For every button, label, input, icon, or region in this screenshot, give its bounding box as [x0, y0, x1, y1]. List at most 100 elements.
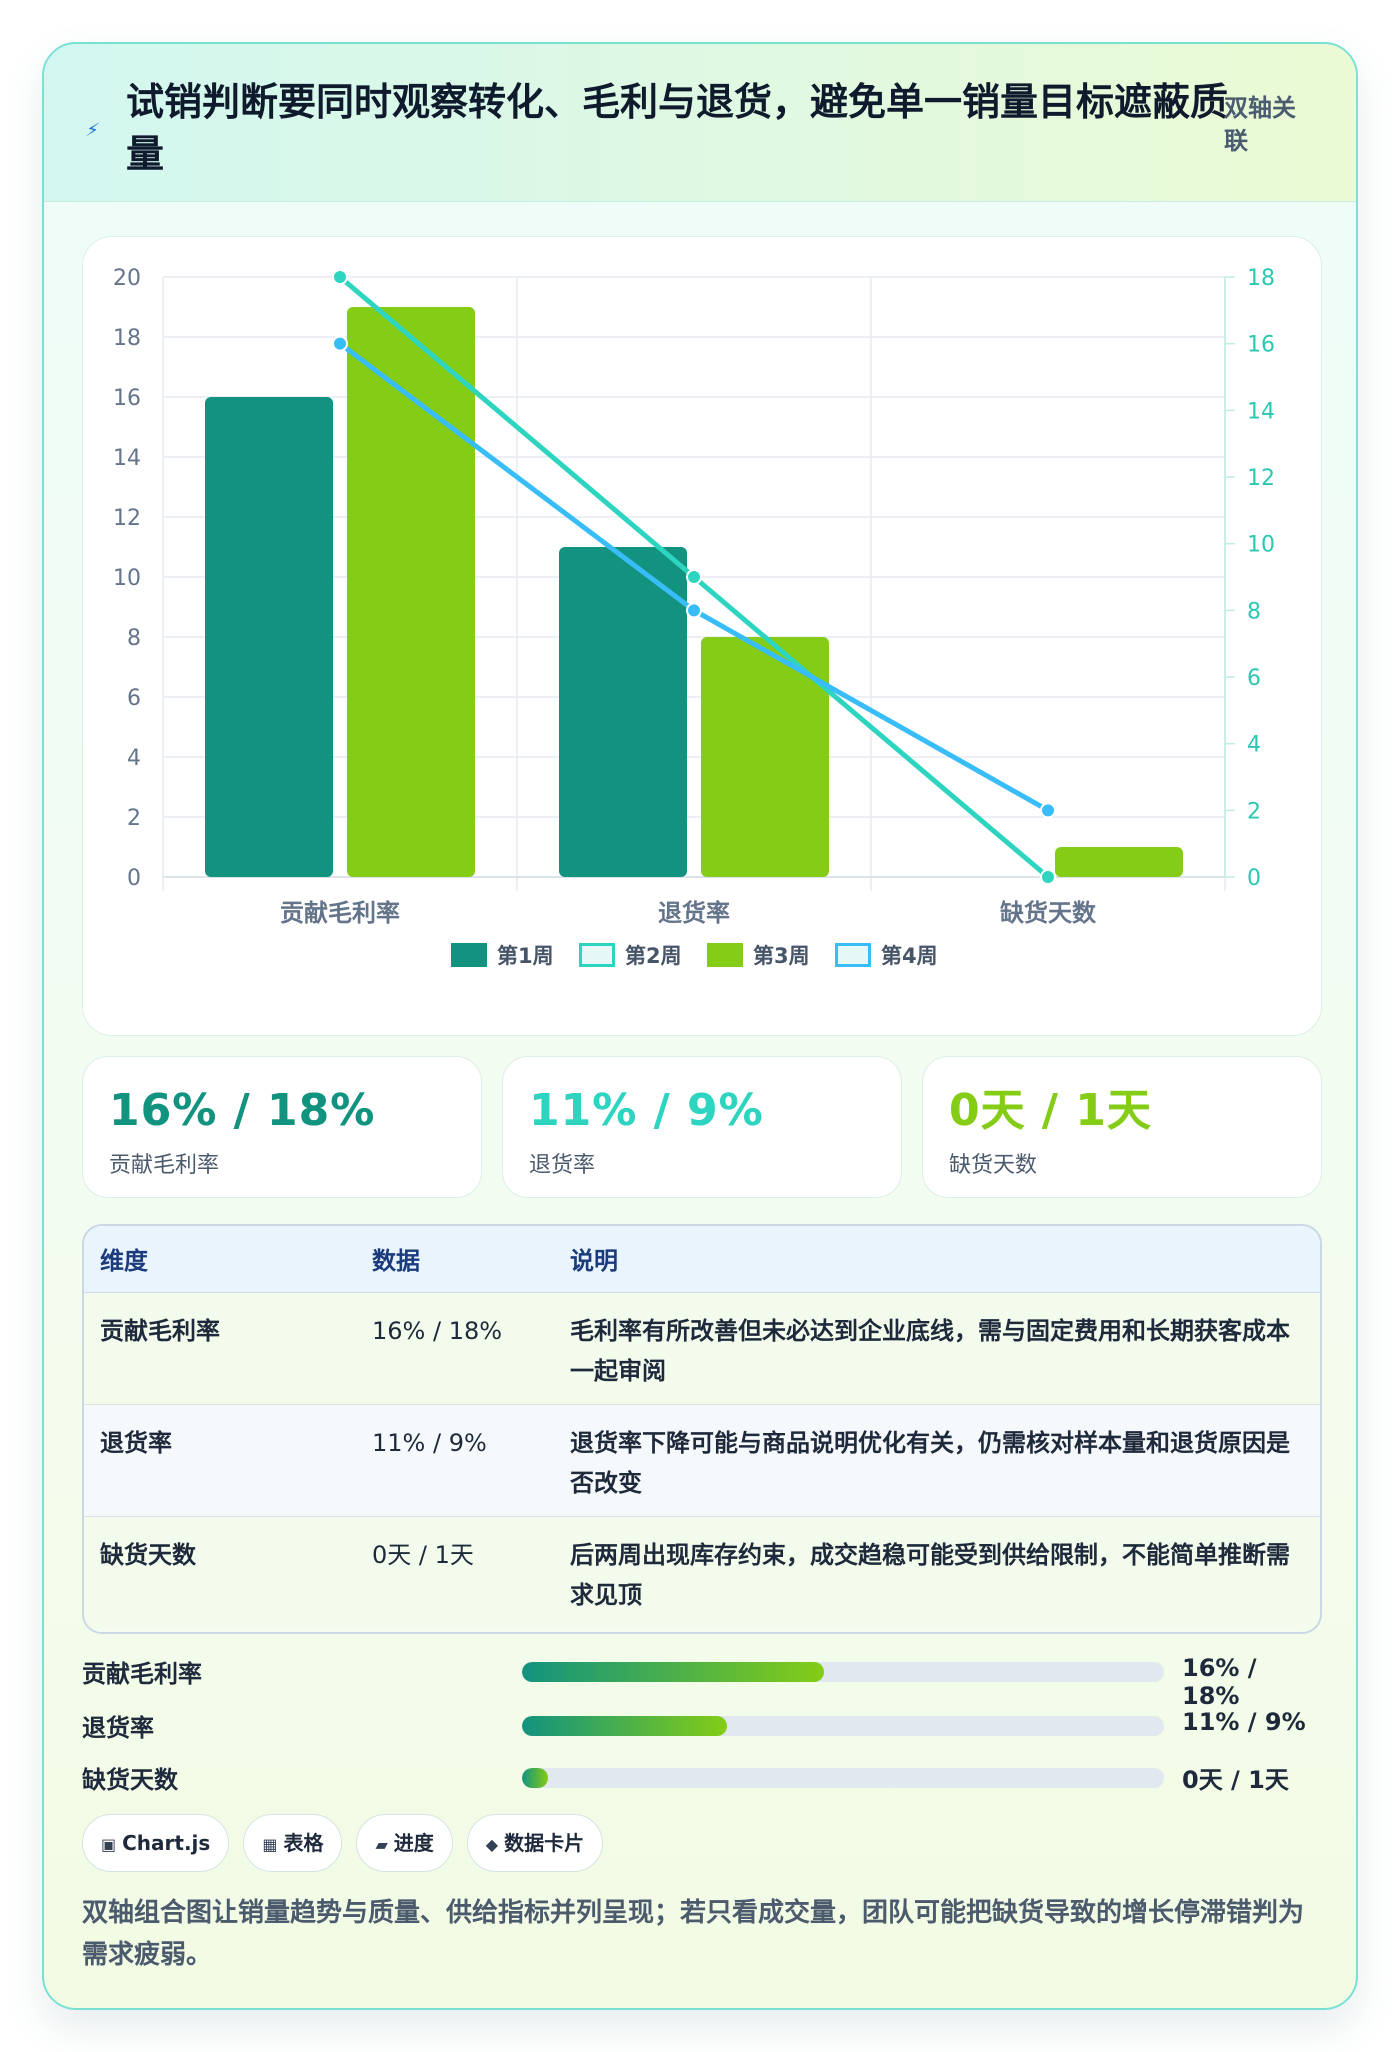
table-icon: ▦	[262, 1835, 278, 1854]
progress-fill	[522, 1768, 548, 1788]
footnote: 双轴组合图让销量趋势与质量、供给指标并列呈现；若只看成交量，团队可能把缺货导致的…	[82, 1898, 1305, 1970]
legend-swatch	[707, 943, 743, 967]
data-table: 维度 数据 说明 贡献毛利率 16% / 18% 毛利率有所改善但未必达到企业底…	[82, 1224, 1322, 1634]
y-left-tick-label: 16	[113, 386, 141, 411]
progress-icon: ▰	[375, 1835, 388, 1854]
progress-track	[522, 1716, 1164, 1736]
progress-label: 贡献毛利率	[82, 1660, 202, 1688]
main-card: ⚡︎ 试销判断要同时观察转化、毛利与退货，避免单一销量目标遮蔽质量 双轴关联 0…	[42, 42, 1358, 2010]
progress-track	[522, 1768, 1164, 1788]
point-第2周	[332, 269, 348, 285]
combo-chart: 0 2 4 6 8 10 12 14 16 18 20 0 2 4 6 8 10 12 14 16 18 贡献毛利率 退货率…	[113, 266, 1275, 968]
cell-data: 16% / 18%	[356, 1292, 554, 1405]
point-第2周	[1040, 869, 1056, 885]
legend-label: 第2周	[625, 944, 682, 968]
stat-value: 16% / 18%	[109, 1081, 375, 1141]
stat-label: 缺货天数	[949, 1153, 1038, 1178]
y-right-tick-label: 0	[1247, 866, 1261, 891]
bar-第1周	[205, 397, 333, 877]
y-left-tick-label: 6	[127, 686, 141, 711]
chip-data-card[interactable]: ◆ 数据卡片	[466, 1814, 604, 1872]
y-left-tick-label: 20	[113, 266, 141, 291]
stat-label: 贡献毛利率	[109, 1153, 220, 1178]
progress-list: 贡献毛利率 16% / 18% 退货率 11% / 9% 缺货天数 0天 / 1…	[82, 1646, 1322, 1816]
bar-第3周	[701, 637, 829, 877]
x-tick-label: 退货率	[658, 899, 730, 927]
bar-第3周	[1055, 847, 1183, 877]
feature-chips: ▣ Chart.js ▦ 表格 ▰ 进度 ◆ 数据卡片	[82, 1814, 617, 1874]
progress-value: 16% / 18%	[1182, 1654, 1257, 1710]
cell-note: 毛利率有所改善但未必达到企业底线，需与固定费用和长期获客成本一起审阅	[554, 1292, 1320, 1405]
stat-card-margin: 16% / 18% 贡献毛利率	[82, 1056, 482, 1198]
y-left-tick-label: 10	[113, 566, 141, 591]
y-right-tick-label: 2	[1247, 799, 1261, 824]
chart-panel: 0 2 4 6 8 10 12 14 16 18 20 0 2 4 6 8 10 12 14 16 18 贡献毛利率 退货率…	[82, 236, 1322, 1036]
table-row: 退货率 11% / 9% 退货率下降可能与商品说明优化有关，仍需核对样本量和退货…	[84, 1404, 1320, 1517]
y-left-tick-label: 12	[113, 506, 141, 531]
column-header-data: 数据	[356, 1226, 554, 1293]
chip-label: 表格	[283, 1831, 324, 1855]
progress-row-return: 退货率 11% / 9%	[82, 1700, 1322, 1750]
chip-label: Chart.js	[122, 1831, 211, 1855]
y-right-tick-label: 16	[1247, 333, 1275, 358]
y-right-tick-label: 14	[1247, 399, 1275, 424]
x-tick-label: 缺货天数	[1000, 899, 1097, 927]
progress-row-stockout: 缺货天数 0天 / 1天	[82, 1752, 1322, 1802]
stat-card-return: 11% / 9% 退货率	[502, 1056, 902, 1198]
legend-label: 第1周	[497, 944, 554, 968]
stat-card-stockout: 0天 / 1天 缺货天数	[922, 1056, 1322, 1198]
header: ⚡︎ 试销判断要同时观察转化、毛利与退货，避免单一销量目标遮蔽质量 双轴关联	[44, 44, 1356, 202]
chart-icon: ▣	[101, 1835, 117, 1854]
chip-label: 数据卡片	[504, 1831, 585, 1855]
cell-dimension: 缺货天数	[100, 1540, 196, 1569]
chip-table[interactable]: ▦ 表格	[243, 1814, 343, 1872]
cell-dimension: 退货率	[84, 1404, 356, 1517]
y-right-tick-label: 4	[1247, 733, 1261, 758]
legend-swatch	[835, 943, 871, 967]
stat-label: 退货率	[529, 1153, 596, 1178]
point-第4周	[686, 602, 702, 619]
point-第4周	[332, 335, 348, 352]
y-left-tick-label: 0	[127, 866, 141, 891]
page-title: 试销判断要同时观察转化、毛利与退货，避免单一销量目标遮蔽质量	[126, 80, 1229, 176]
progress-row-margin: 贡献毛利率 16% / 18%	[82, 1646, 1322, 1710]
y-left-tick-label: 2	[127, 806, 141, 831]
stat-value: 11% / 9%	[529, 1081, 764, 1141]
progress-label: 缺货天数	[82, 1766, 178, 1794]
y-right-tick-label: 8	[1247, 599, 1261, 624]
chip-progress[interactable]: ▰ 进度	[356, 1814, 453, 1872]
y-left-tick-label: 4	[127, 746, 141, 771]
y-left-tick-label: 14	[113, 446, 141, 471]
progress-track	[522, 1662, 1164, 1682]
legend-swatch	[579, 943, 615, 967]
lightning-icon: ⚡︎	[83, 120, 101, 141]
cell-note: 退货率下降可能与商品说明优化有关，仍需核对样本量和退货原因是否改变	[554, 1404, 1320, 1517]
column-header-note: 说明	[554, 1226, 1320, 1293]
table-row: 缺货天数 0天 / 1天 后两周出现库存约束，成交趋稳可能受到供给限制，不能简单…	[84, 1516, 1320, 1628]
y-right-tick-label: 6	[1247, 666, 1261, 691]
y-left-tick-label: 18	[113, 326, 141, 351]
stat-value: 0天 / 1天	[949, 1081, 1152, 1141]
progress-label: 退货率	[82, 1714, 154, 1742]
y-right-tick-label: 18	[1247, 266, 1275, 291]
legend-label: 第3周	[753, 944, 810, 968]
x-tick-label: 贡献毛利率	[280, 899, 400, 927]
card-icon: ◆	[485, 1835, 499, 1854]
bar-第1周	[559, 547, 687, 877]
chip-chartjs[interactable]: ▣ Chart.js	[82, 1814, 230, 1872]
y-right-tick-label: 12	[1247, 466, 1275, 491]
bar-第3周	[347, 307, 475, 877]
column-header-dimension: 维度	[84, 1226, 356, 1293]
point-第4周	[1040, 802, 1056, 819]
table-header-row: 维度 数据 说明	[84, 1226, 1320, 1293]
cell-data: 0天 / 1天	[372, 1540, 474, 1569]
chart-type-tag: 双轴关联	[1224, 94, 1296, 155]
chip-label: 进度	[393, 1831, 434, 1855]
progress-value: 0天 / 1天	[1182, 1766, 1289, 1794]
point-第2周	[686, 569, 702, 585]
y-left-tick-label: 8	[127, 626, 141, 651]
table-row: 贡献毛利率 16% / 18% 毛利率有所改善但未必达到企业底线，需与固定费用和…	[84, 1292, 1320, 1405]
legend-label: 第4周	[881, 944, 938, 968]
progress-fill	[522, 1716, 728, 1736]
cell-note: 后两周出现库存约束，成交趋稳可能受到供给限制，不能简单推断需求见顶	[570, 1540, 1290, 1609]
